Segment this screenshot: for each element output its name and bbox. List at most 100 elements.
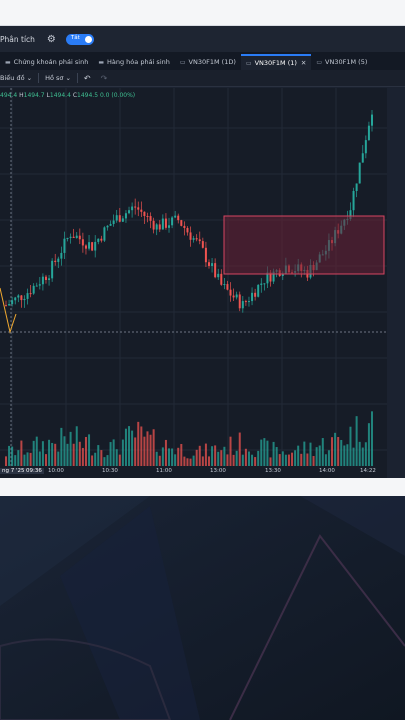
candle-body (263, 283, 266, 285)
volume-bar (109, 442, 112, 466)
candle-body (57, 258, 60, 262)
candle-body (155, 224, 158, 230)
candle-body (60, 252, 63, 259)
time-tick: 13:00 (210, 468, 226, 474)
volume-bar (91, 455, 94, 466)
tab-chung-khoan-phai-sinh[interactable]: ▬ Chứng khoán phái sinh (0, 54, 93, 70)
candle-body (361, 153, 364, 163)
candle-body (17, 295, 20, 298)
candle-body (78, 235, 81, 240)
volume-bar (220, 450, 223, 466)
chart-icon: ▭ (245, 59, 252, 67)
volume-bar (88, 434, 91, 466)
chart-icon: ▭ (316, 58, 323, 66)
time-tick: 11:00 (156, 468, 172, 474)
volume-bar (112, 439, 115, 466)
candle-body (226, 284, 229, 290)
candle-body (171, 217, 174, 226)
ohlc-low: 1494.4 (49, 92, 71, 99)
candle-body (143, 211, 146, 217)
browser-top-strip (0, 0, 405, 26)
candle-body (112, 220, 115, 224)
chart-menu-label: Biểu đồ (0, 74, 25, 82)
candle-body (364, 140, 367, 154)
volume-bar (20, 440, 23, 466)
volume-bar (134, 437, 137, 466)
candle-body (137, 207, 140, 210)
candle-body (349, 210, 352, 219)
volume-bar (355, 416, 358, 466)
candle-body (244, 301, 247, 303)
volume-bar (223, 446, 226, 466)
redo-icon[interactable]: ↷ (100, 73, 108, 83)
volume-bar (183, 456, 186, 466)
volume-bar (371, 411, 373, 466)
time-tick: 10:00 (48, 468, 64, 474)
background-outline (0, 638, 172, 720)
volume-bar (198, 445, 201, 466)
volume-bar (291, 452, 294, 466)
tab-vn30f1m-5[interactable]: ▭ VN30F1M (5) (311, 54, 372, 70)
volume-bar (26, 452, 29, 466)
tab-label: VN30F1M (1) (254, 59, 297, 67)
candle-body (97, 238, 100, 242)
tab-vn30f1m-1d[interactable]: ▭ VN30F1M (1D) (175, 54, 241, 70)
gear-icon[interactable]: ⚙ (46, 33, 56, 45)
volume-bar (260, 439, 263, 466)
candle-body (254, 292, 257, 297)
candle-body (272, 271, 275, 282)
candle-body (177, 215, 180, 221)
theme-toggle[interactable]: Tắt (65, 33, 94, 45)
profile-menu[interactable]: Hồ sơ ⌄ (45, 74, 71, 82)
volume-bar (23, 454, 26, 466)
candle-body (217, 273, 220, 278)
candle-body (189, 232, 192, 240)
volume-bar (152, 429, 155, 466)
volume-bar (124, 428, 127, 466)
chart-icon: ▬ (98, 58, 104, 66)
candle-body (238, 294, 241, 309)
candle-body (186, 227, 189, 233)
tab-vn30f1m-1[interactable]: ▭ VN30F1M (1) ✕ (240, 54, 312, 70)
volume-bar (11, 446, 14, 466)
candle-body (20, 295, 23, 301)
volume-bar (309, 442, 312, 466)
volume-bar (272, 441, 275, 466)
candle-body (94, 241, 97, 251)
date-label: ng 7 '25 (0, 468, 27, 474)
undo-icon[interactable]: ↶ (83, 73, 91, 83)
background-triangle (0, 496, 150, 606)
volume-bar (158, 455, 161, 466)
page-title[interactable]: Phân tích (0, 34, 35, 44)
candle-body (161, 218, 164, 230)
price-chart-area[interactable] (0, 88, 391, 478)
ohlc-readout: 494.4 H1494.7 L1494.4 C1494.5 0.0 (0.00%… (0, 92, 135, 99)
tab-hang-hoa-phai-sinh[interactable]: ▬ Hàng hóa phái sinh (93, 54, 175, 70)
volume-bar (269, 457, 272, 466)
toggle-label: Tắt (70, 34, 80, 41)
close-icon[interactable]: ✕ (300, 59, 307, 67)
candle-body (69, 236, 72, 238)
candlestick-chart[interactable] (0, 88, 391, 478)
volume-bar (294, 450, 297, 466)
candle-body (134, 206, 137, 208)
candle-body (63, 238, 66, 253)
volume-bar (14, 455, 17, 466)
candle-body (257, 284, 260, 297)
volume-bar (358, 441, 361, 466)
chart-menu[interactable]: Biểu đồ ⌄ (0, 74, 32, 82)
volume-bar (41, 441, 44, 466)
volume-bar (214, 445, 217, 466)
candle-body (54, 260, 57, 262)
time-tick: 10:30 (102, 468, 118, 474)
volume-bar (171, 448, 174, 466)
candle-body (211, 263, 214, 266)
volume-bar (337, 436, 340, 466)
tab-label: VN30F1M (1D) (188, 58, 236, 66)
volume-bar (327, 450, 330, 466)
chevron-down-icon: ⌄ (65, 74, 71, 82)
ohlc-change: 0.0 (0.00%) (99, 92, 136, 99)
highlight-box (223, 215, 385, 275)
candle-body (26, 293, 29, 299)
